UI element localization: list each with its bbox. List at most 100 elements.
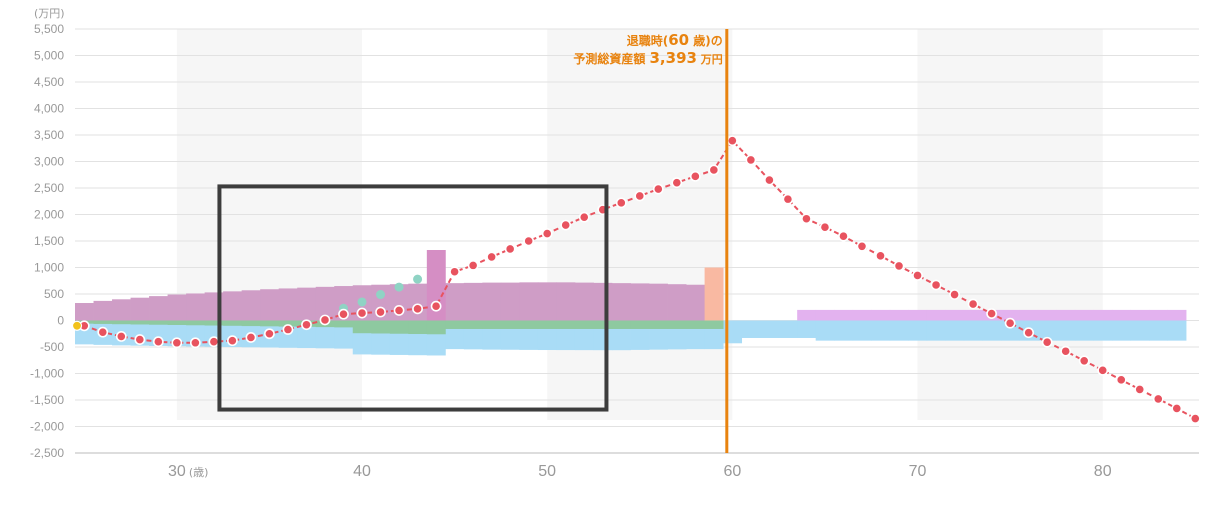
expense-blue-bar xyxy=(871,320,891,341)
income-green-bar xyxy=(260,320,280,327)
savings-sub-point xyxy=(413,274,423,284)
y-tick-label: -2,000 xyxy=(30,420,64,434)
asset-point xyxy=(912,270,923,281)
decade-band xyxy=(547,29,733,420)
expense-blue-bar xyxy=(852,320,872,341)
asset-point xyxy=(708,164,720,176)
x-tick-label: 70 xyxy=(909,463,927,480)
asset-point xyxy=(356,307,368,319)
income-green-bar xyxy=(649,320,668,329)
x-axis-unit: (歳) xyxy=(189,466,209,479)
asset-point xyxy=(134,334,146,345)
expense-blue-bar xyxy=(167,320,187,347)
asset-point xyxy=(1060,345,1072,357)
x-tick-label: 50 xyxy=(538,463,556,480)
retirement-callout-line1: 退職時(60 歳)の xyxy=(627,31,723,49)
expense-blue-bar xyxy=(1037,320,1057,341)
y-tick-label: 5,500 xyxy=(34,22,64,36)
decade-band xyxy=(917,29,1103,420)
income-green-bar xyxy=(612,320,631,329)
asset-point xyxy=(1004,317,1016,329)
income-purple-bar xyxy=(612,283,631,321)
pension-violet-bar xyxy=(889,309,909,321)
asset-point xyxy=(504,243,516,255)
income-purple-bar xyxy=(278,288,298,321)
x-tick-label: 40 xyxy=(353,463,371,480)
income-green-bar xyxy=(537,320,557,329)
asset-point xyxy=(1078,355,1090,367)
y-tick-label: 0 xyxy=(57,314,64,328)
income-purple-bar xyxy=(186,293,206,321)
pension-violet-bar xyxy=(797,309,817,321)
asset-point xyxy=(301,319,312,331)
expense-blue-bar xyxy=(1167,320,1187,341)
pension-violet-bar xyxy=(926,309,946,321)
asset-point xyxy=(949,289,960,300)
income-purple-bar xyxy=(537,282,557,321)
expense-blue-bar xyxy=(963,320,983,341)
decade-band xyxy=(176,29,363,420)
income-purple-bar xyxy=(482,282,502,321)
expense-blue-bar xyxy=(778,320,798,338)
pension-violet-bar xyxy=(871,309,891,321)
asset-point xyxy=(1152,393,1164,405)
pension-violet-bar xyxy=(834,309,854,321)
asset-point xyxy=(726,135,738,147)
pension-violet-bar xyxy=(1019,309,1039,321)
asset-point xyxy=(264,328,275,340)
decade-bands xyxy=(176,29,1103,420)
income-purple-bar xyxy=(649,283,668,321)
expense-blue-bar xyxy=(334,320,354,349)
asset-point xyxy=(1134,383,1146,395)
expense-blue-bar xyxy=(834,320,854,341)
asset-point xyxy=(1041,336,1053,348)
income-green-bar xyxy=(167,320,187,326)
asset-point xyxy=(893,260,905,272)
asset-point xyxy=(208,336,220,348)
start-marker xyxy=(71,320,83,331)
asset-point xyxy=(930,279,942,291)
income-purple-bar xyxy=(519,282,539,321)
income-green-bar xyxy=(704,320,724,329)
income-green-bar xyxy=(204,320,224,326)
y-tick-label: 4,000 xyxy=(34,102,64,116)
income-purple-bar xyxy=(463,282,483,321)
pension-violet-bar xyxy=(908,309,928,321)
income-purple-bar xyxy=(260,289,280,321)
income-green-bar xyxy=(93,320,113,324)
y-tick-label: 500 xyxy=(44,287,64,301)
asset-point xyxy=(782,193,794,205)
pension-violet-bar xyxy=(1130,309,1150,321)
expense-blue-bar xyxy=(741,320,761,338)
asset-point xyxy=(838,230,849,242)
income-green-bar xyxy=(112,320,131,325)
income-purple-bar xyxy=(408,283,428,321)
asset-point xyxy=(541,228,553,239)
asset-line-series xyxy=(71,135,1201,424)
y-tick-label: 1,000 xyxy=(34,261,64,275)
highlight-box xyxy=(217,184,609,412)
expense-blue-bar xyxy=(760,320,780,338)
y-tick-label: 3,500 xyxy=(34,128,64,142)
income-green-bar xyxy=(556,320,576,329)
y-tick-label: 5,000 xyxy=(34,49,64,63)
income-green-bar xyxy=(593,320,613,329)
x-tick-label: 30 xyxy=(168,463,186,480)
pension-violet-bar xyxy=(1037,309,1057,321)
asset-point xyxy=(1171,403,1183,414)
income-green-bar xyxy=(186,320,206,326)
asset-point xyxy=(652,183,664,195)
asset-point xyxy=(115,330,127,342)
asset-point xyxy=(226,335,238,347)
asset-point xyxy=(1115,374,1127,386)
y-tick-label: 4,500 xyxy=(34,75,64,89)
pension-violet-bar xyxy=(1111,309,1131,321)
y-tick-label: 3,000 xyxy=(34,155,64,169)
savings-sub-point xyxy=(376,290,386,300)
asset-point xyxy=(1097,364,1109,376)
asset-point xyxy=(689,170,701,182)
pension-violet-bar xyxy=(815,309,835,321)
income-green-bar xyxy=(241,320,261,327)
income-purple-bar xyxy=(574,282,594,321)
income-green-bar xyxy=(334,320,354,328)
